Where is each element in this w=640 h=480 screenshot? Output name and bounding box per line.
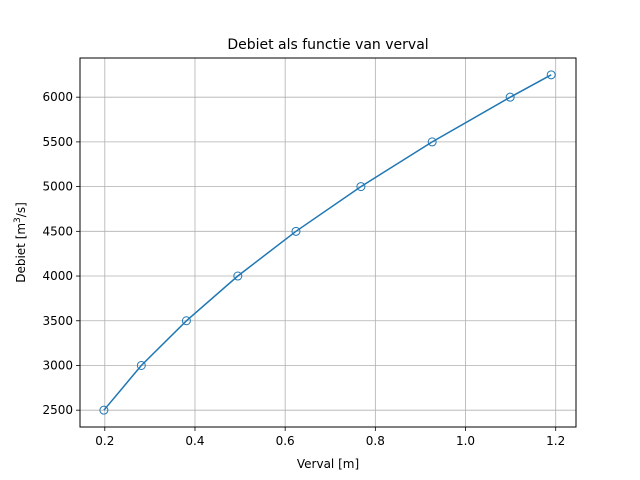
y-tick-label: 2500 <box>42 403 73 417</box>
x-tick-label: 0.4 <box>185 434 204 448</box>
x-tick-label: 0.8 <box>366 434 385 448</box>
data-point <box>136 360 146 370</box>
y-axis-label-unit: /s] <box>14 202 28 217</box>
x-tick-label: 0.2 <box>95 434 114 448</box>
x-tick-label: 1.2 <box>546 434 565 448</box>
y-axis-label: Debiet [m3/s] <box>13 202 28 283</box>
chart-title: Debiet als functie van verval <box>227 37 428 53</box>
y-tick-label: 6000 <box>42 90 73 104</box>
y-tick-label: 5500 <box>42 135 73 149</box>
data-point <box>505 92 515 102</box>
x-tick-label: 1.0 <box>456 434 475 448</box>
y-axis-label-main: Debiet [m <box>14 223 28 283</box>
data-point <box>233 271 243 281</box>
data-point <box>356 182 366 192</box>
y-tick-label: 4500 <box>42 224 73 238</box>
data-point <box>546 70 556 80</box>
y-tick-label: 5000 <box>42 180 73 194</box>
series-layer <box>99 70 556 415</box>
data-point <box>291 226 301 236</box>
ticks: 0.2 0.4 0.6 0.8 1.0 1.2 2500 3000 3500 4000 4500 50… <box>42 90 565 448</box>
x-tick-label: 0.6 <box>276 434 295 448</box>
x-axis-label: Verval [m] <box>297 457 359 471</box>
y-axis-label-superscript: 3 <box>13 217 23 223</box>
y-tick-label: 3500 <box>42 314 73 328</box>
y-tick-label: 4000 <box>42 269 73 283</box>
y-tick-label: 3000 <box>42 358 73 372</box>
data-point <box>427 137 437 147</box>
plot-frame <box>79 57 577 428</box>
grid <box>80 58 576 427</box>
series-line <box>103 74 552 411</box>
data-point <box>181 316 191 326</box>
data-point <box>99 405 109 415</box>
